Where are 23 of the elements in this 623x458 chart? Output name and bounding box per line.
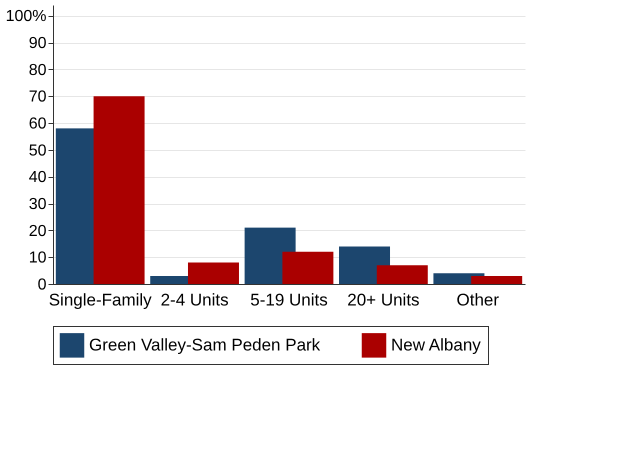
y-tick-label: 20 (28, 222, 47, 240)
bar (376, 265, 428, 284)
x-tick-label: Other (456, 290, 500, 310)
bar (471, 276, 522, 284)
y-tick-label: 10 (28, 250, 47, 267)
x-tick-label: 2-4 Units (160, 290, 229, 310)
x-tick-label: 20+ Units (347, 290, 420, 310)
y-tick-label: 60 (28, 116, 47, 133)
y-tick-label: 30 (28, 196, 47, 214)
y-tick-label: 50 (28, 142, 47, 160)
y-tick-label: 70 (28, 88, 47, 106)
legend-label: New Albany (391, 335, 482, 354)
x-tick-label: 5-19 Units (250, 290, 328, 310)
bar (188, 262, 239, 284)
x-tick-label: Single-Family (48, 290, 152, 310)
y-tick-label: 100% (6, 8, 46, 26)
bar (282, 252, 334, 284)
y-tick-label: 0 (38, 276, 47, 294)
y-tick-label: 80 (28, 62, 47, 79)
y-tick-label: 90 (28, 35, 47, 52)
legend-label: Green Valley-Sam Peden Park (89, 335, 321, 354)
y-tick-label: 40 (28, 169, 47, 186)
bar (94, 96, 145, 284)
